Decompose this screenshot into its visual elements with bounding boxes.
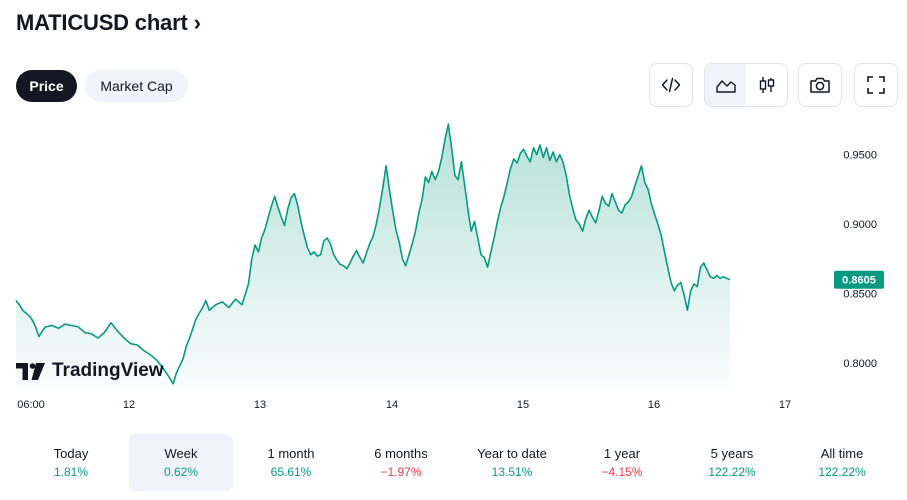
tab-market-cap-label: Market Cap xyxy=(100,78,173,94)
period-1-year[interactable]: 1 year −4.15% xyxy=(570,434,674,491)
camera-icon xyxy=(810,77,830,93)
period-change: 65.61% xyxy=(270,465,312,479)
snapshot-button[interactable] xyxy=(798,63,842,107)
tradingview-wordmark: TradingView xyxy=(52,360,164,381)
x-tick-label: 17 xyxy=(779,399,791,411)
page-title[interactable]: MATICUSD chart › xyxy=(16,10,201,36)
period-label: 5 years xyxy=(710,446,754,461)
period-change: 122.22% xyxy=(818,465,866,479)
area-chart-icon xyxy=(715,80,736,93)
candles-style-button[interactable] xyxy=(746,64,787,106)
period-change: 1.81% xyxy=(53,465,89,479)
period-label: 1 year xyxy=(603,446,641,461)
x-tick-label: 06:00 xyxy=(17,399,45,411)
period-change: 122.22% xyxy=(708,465,756,479)
period-1-month[interactable]: 1 month 65.61% xyxy=(239,434,343,491)
period-change: −1.97% xyxy=(380,465,422,479)
price-area xyxy=(16,124,730,388)
chart-style-group xyxy=(704,63,788,107)
y-tick-label: 0.9000 xyxy=(843,219,877,231)
y-tick-label: 0.9500 xyxy=(843,150,877,162)
y-tick-label: 0.8000 xyxy=(843,358,877,370)
price-line xyxy=(15,123,731,385)
period-change: −4.15% xyxy=(601,465,643,479)
tab-price[interactable]: Price xyxy=(16,70,77,102)
period-today[interactable]: Today 1.81% xyxy=(19,434,123,491)
x-tick-label: 16 xyxy=(648,399,660,411)
fullscreen-button[interactable] xyxy=(854,63,898,107)
period-5-years[interactable]: 5 years 122.22% xyxy=(680,434,784,491)
period-change: 0.62% xyxy=(163,465,199,479)
period-label: Today xyxy=(53,446,89,461)
embed-button[interactable] xyxy=(649,63,693,107)
x-tick-label: 14 xyxy=(386,399,398,411)
period-label: 6 months xyxy=(374,446,428,461)
period-week[interactable]: Week 0.62% xyxy=(129,434,233,491)
x-tick-label: 13 xyxy=(254,399,266,411)
period-label: 1 month xyxy=(267,446,315,461)
x-tick-label: 15 xyxy=(517,399,529,411)
fullscreen-icon xyxy=(867,76,885,94)
y-tick-label: 0.8500 xyxy=(843,289,877,301)
last-price-badge xyxy=(834,270,884,289)
period-year-to-date[interactable]: Year to date 13.51% xyxy=(460,434,564,491)
area-style-button[interactable] xyxy=(705,64,746,106)
tradingview-logo[interactable]: TradingView xyxy=(16,360,164,382)
candles-icon xyxy=(759,77,774,93)
period-change: 13.51% xyxy=(491,465,533,479)
tab-price-label: Price xyxy=(29,78,64,94)
period-label: All time xyxy=(820,446,864,461)
period-6-months[interactable]: 6 months −1.97% xyxy=(349,434,453,491)
period-label: Week xyxy=(164,446,198,461)
period-label: Year to date xyxy=(477,446,547,461)
price-chart[interactable]: 0.8000 0.8500 0.9000 0.9500 06:00 12 13 14 15 16… xyxy=(0,110,907,420)
title-text: MATICUSD chart xyxy=(16,10,188,35)
period-selector: Today 1.81% Week 0.62% 1 month 65.61% 6 months… xyxy=(0,434,907,492)
code-embed-icon xyxy=(661,77,681,93)
chevron-right-icon: › xyxy=(193,10,201,35)
last-price-label: 0.8605 xyxy=(842,275,876,287)
x-tick-label: 12 xyxy=(123,399,135,411)
tradingview-logo-icon xyxy=(16,362,45,380)
tab-market-cap[interactable]: Market Cap xyxy=(85,70,188,102)
period-all-time[interactable]: All time 122.22% xyxy=(790,434,894,491)
